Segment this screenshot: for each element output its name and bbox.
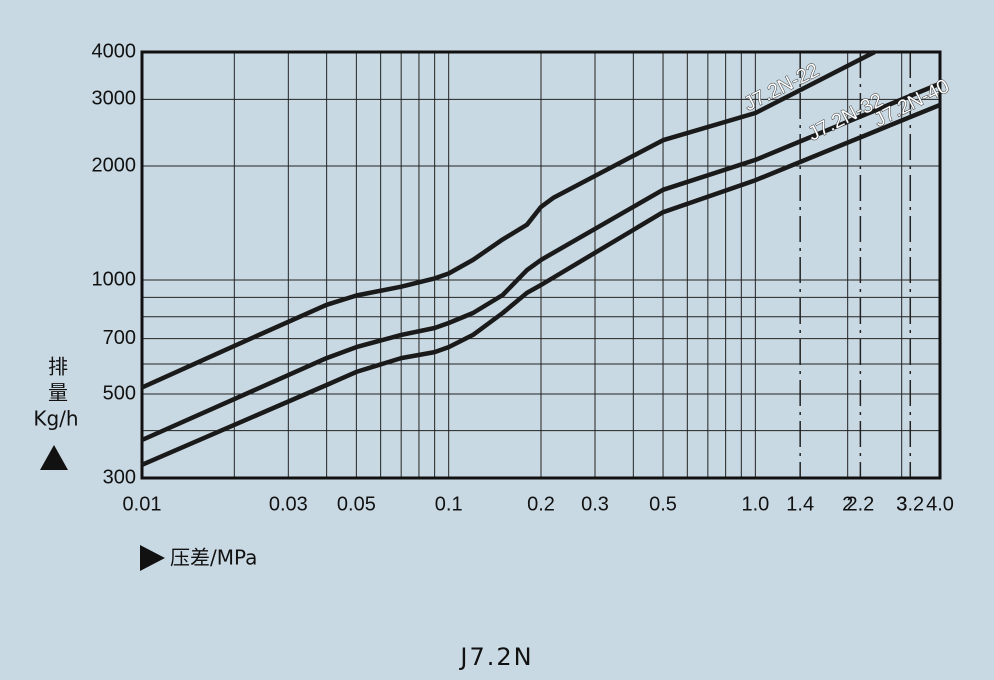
plot-frame bbox=[140, 50, 942, 480]
x-tick-label: 0.05 bbox=[337, 493, 376, 515]
y-label: 量 bbox=[48, 381, 68, 405]
series-line bbox=[141, 102, 941, 467]
x-tick-label: 1.4 bbox=[786, 493, 814, 515]
x-tick-label: 1.0 bbox=[741, 493, 769, 515]
x-tick-label: 0.01 bbox=[123, 493, 162, 515]
chart-title: J7.2N bbox=[458, 643, 533, 671]
y-tick-label: 700 bbox=[103, 327, 136, 349]
x-tick-label: 0.5 bbox=[649, 493, 677, 515]
y-tick-label: 2000 bbox=[92, 154, 137, 176]
x-tick-label: 3 bbox=[896, 493, 907, 515]
y-label: Kg/h bbox=[33, 407, 78, 431]
y-tick-label: 1000 bbox=[92, 268, 137, 290]
y-tick-label: 500 bbox=[103, 382, 136, 404]
x-tick-label: 2 bbox=[842, 493, 853, 515]
y-tick-label: 3000 bbox=[92, 88, 137, 110]
x-tick-label: 0.2 bbox=[527, 493, 555, 515]
arrow-right bbox=[140, 545, 165, 571]
x-label: 压差/MPa bbox=[170, 546, 257, 570]
x-tick-label: 0.3 bbox=[581, 493, 609, 515]
y-tick-label: 300 bbox=[103, 466, 136, 488]
x-tick-label: 2.2 bbox=[846, 493, 874, 515]
series-line bbox=[141, 81, 941, 443]
series-line bbox=[141, 49, 876, 390]
x-tick-label: 0.1 bbox=[435, 493, 463, 515]
y-label: 排 bbox=[48, 355, 68, 379]
x-tick-label: 3.2 bbox=[896, 493, 924, 515]
x-tick-label: 4.0 bbox=[926, 493, 954, 515]
x-tick-label: 0.03 bbox=[269, 493, 308, 515]
y-tick-label: 4000 bbox=[92, 40, 137, 62]
arrow-up bbox=[40, 445, 68, 470]
